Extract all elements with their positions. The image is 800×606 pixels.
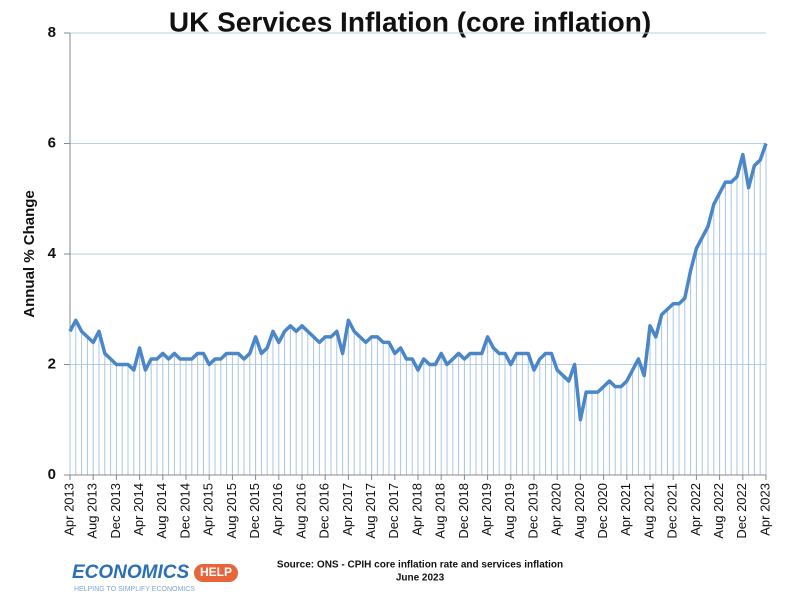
x-tick-label: Aug 2014 [154, 483, 169, 539]
x-tick-label: Aug 2015 [224, 483, 239, 539]
x-tick-label: Dec 2014 [177, 483, 192, 539]
x-tick-label: Dec 2018 [456, 483, 471, 539]
x-tick-label: Aug 2013 [85, 483, 100, 539]
x-tick-label: Aug 2020 [572, 483, 587, 539]
x-tick-label: Apr 2020 [549, 483, 564, 536]
x-tick-label: Apr 2019 [479, 483, 494, 536]
x-tick-label: Apr 2013 [61, 483, 76, 536]
x-tick-label: Aug 2021 [641, 483, 656, 539]
y-tick-label: 4 [48, 245, 57, 262]
y-tick-label: 0 [48, 466, 56, 483]
x-tick-label: Apr 2022 [688, 483, 703, 536]
data-line [68, 142, 768, 422]
x-tick-label: Apr 2017 [340, 483, 355, 536]
y-tick-label: 8 [48, 24, 56, 41]
logo-main: ECONOMICS [72, 562, 190, 583]
logo-tagline: HELPING TO SIMPLIFY ECONOMICS [74, 586, 195, 593]
x-tick-label: Dec 2019 [525, 483, 540, 539]
source-date: June 2023 [396, 573, 445, 584]
x-tick-label: Apr 2023 [757, 483, 772, 536]
x-tick-label: Aug 2019 [502, 483, 517, 539]
x-tick-label: Dec 2017 [386, 483, 401, 539]
logo-badge: HELP [200, 565, 232, 579]
x-tick-label: Aug 2022 [711, 483, 726, 539]
y-axis-label: Annual % Change [21, 190, 38, 318]
y-tick-label: 2 [48, 355, 56, 372]
x-tick-label: Apr 2014 [131, 483, 146, 536]
y-tick-label: 6 [48, 134, 56, 151]
x-tick-label: Dec 2021 [665, 483, 680, 539]
x-tick-label: Apr 2021 [618, 483, 633, 536]
x-tick-label: Dec 2015 [247, 483, 262, 539]
x-tick-label: Aug 2018 [433, 483, 448, 539]
x-tick-label: Apr 2018 [409, 483, 424, 536]
source-note: Source: ONS - CPIH core inflation rate a… [277, 560, 563, 571]
x-tick-label: Apr 2015 [201, 483, 216, 536]
x-tick-label: Dec 2016 [317, 483, 332, 539]
chart-title: UK Services Inflation (core inflation) [169, 6, 651, 37]
x-tick-label: Aug 2016 [293, 483, 308, 539]
x-tick-label: Dec 2022 [734, 483, 749, 539]
logo-badge-bg [194, 564, 238, 582]
x-tick-label: Apr 2016 [270, 483, 285, 536]
x-tick-label: Dec 2020 [595, 483, 610, 539]
x-tick-label: Dec 2013 [108, 483, 123, 539]
logo-box [70, 562, 192, 586]
x-tick-label: Aug 2017 [363, 483, 378, 539]
